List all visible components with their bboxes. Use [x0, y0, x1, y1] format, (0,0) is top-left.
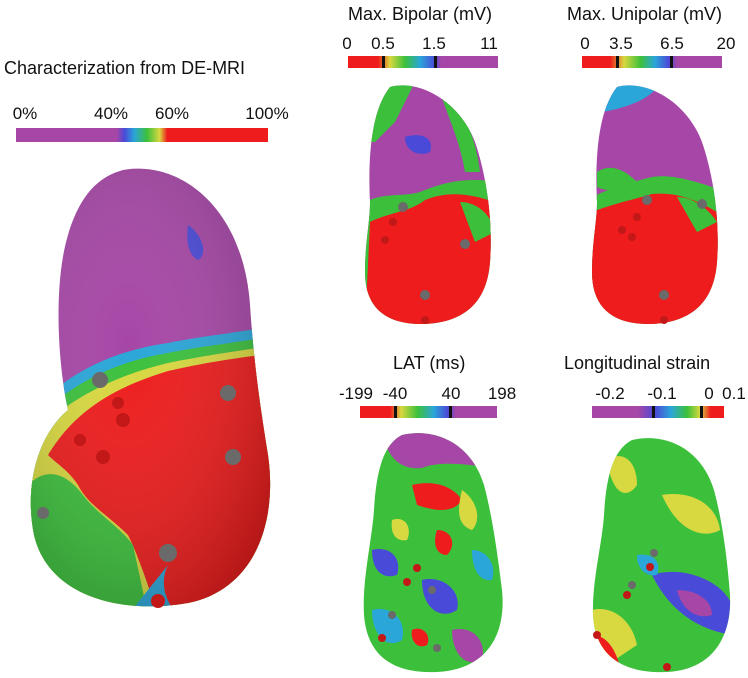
demri-catheter-points	[37, 372, 241, 608]
bipolar-title: Max. Bipolar (mV)	[348, 4, 493, 24]
demri-heart-model	[28, 165, 278, 615]
strain-colorbar	[592, 406, 724, 418]
lat-title: LAT (ms)	[393, 353, 466, 373]
strain-catheter-points	[593, 549, 671, 671]
bipolar-tick-1: 0.5	[371, 34, 395, 53]
strain-tick-0: -0.2	[595, 384, 625, 403]
strain-tick-1: -0.1	[647, 384, 677, 403]
bipolar-tick-2: 1.5	[422, 34, 446, 53]
unipolar-title: Max. Unipolar (mV)	[567, 4, 723, 24]
unipolar-tick-2: 6.5	[660, 34, 684, 53]
unipolar-catheter-points	[618, 195, 707, 324]
bipolar-colorbar	[348, 56, 498, 68]
bipolar-tick-0: 0	[342, 34, 352, 53]
lat-catheter-points	[378, 564, 441, 652]
bipolar-heart-model	[365, 82, 500, 327]
bipolar-tick-3: 11	[480, 34, 498, 53]
strain-heart-model	[592, 435, 732, 675]
unipolar-colorbar	[582, 56, 722, 68]
lat-tick-1: -40	[382, 384, 408, 403]
lat-colorbar	[360, 406, 497, 418]
strain-title: Longitudinal strain	[564, 353, 711, 373]
unipolar-heart-model	[592, 82, 727, 327]
bipolar-catheter-points	[381, 202, 470, 324]
demri-tick-60: 60%	[154, 104, 190, 123]
unipolar-tick-3: 20	[716, 34, 736, 53]
lat-tick-3: 198	[487, 384, 517, 403]
strain-tick-3: 0.1	[722, 384, 746, 403]
lat-tick-2: 40	[441, 384, 461, 403]
unipolar-tick-0: 0	[580, 34, 590, 53]
demri-tick-40: 40%	[93, 104, 129, 123]
demri-colorbar	[16, 128, 268, 142]
demri-title: Characterization from DE-MRI	[4, 58, 246, 78]
unipolar-tick-1: 3.5	[609, 34, 633, 53]
lat-tick-0: -199	[338, 384, 374, 403]
strain-tick-2: 0	[704, 384, 714, 403]
demri-tick-0: 0%	[12, 104, 38, 123]
demri-tick-100: 100%	[245, 104, 289, 123]
lat-heart-model	[362, 430, 507, 675]
